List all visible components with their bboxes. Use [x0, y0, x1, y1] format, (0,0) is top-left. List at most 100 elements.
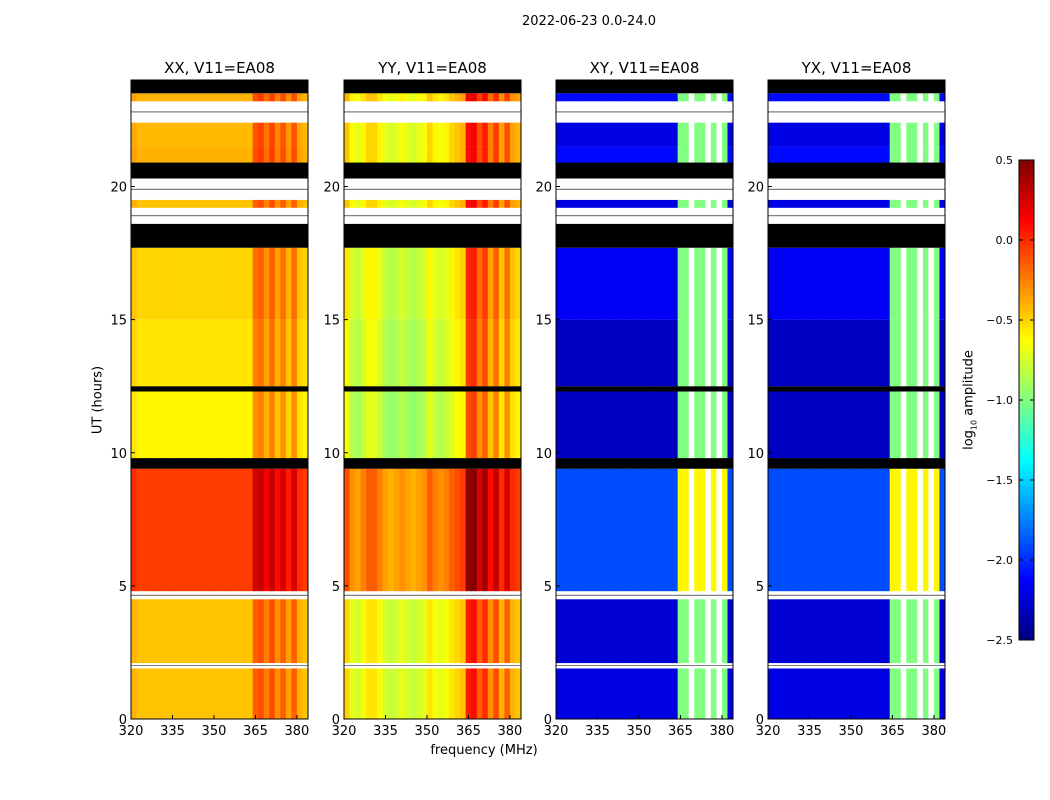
heatmap-cell — [415, 668, 422, 719]
heatmap-cell — [721, 391, 728, 459]
heatmap-cell — [191, 146, 198, 163]
heatmap-cell — [366, 668, 373, 719]
heatmap-cell — [627, 668, 634, 719]
colorbar-cell — [1019, 452, 1034, 457]
heatmap-cell — [482, 122, 489, 147]
heatmap-cell — [153, 93, 160, 102]
heatmap-cell — [142, 599, 148, 664]
heatmap-cell — [650, 391, 656, 459]
heatmap-cell — [906, 146, 913, 163]
heatmap-cell — [768, 247, 774, 320]
heatmap-cell — [721, 199, 728, 208]
heatmap-cell — [817, 122, 824, 147]
heatmap-cell — [683, 122, 690, 147]
heatmap-cell — [633, 93, 640, 102]
heatmap-cell — [806, 247, 813, 320]
heatmap-cell — [801, 93, 808, 102]
heatmap-cell — [164, 599, 171, 664]
colorbar-cell — [1019, 344, 1034, 349]
colorbar-cell — [1019, 420, 1034, 425]
heatmap-cell — [605, 122, 612, 147]
heatmap-cell — [867, 391, 874, 459]
heatmap-cell — [438, 668, 444, 719]
y-tick-label: 10 — [747, 447, 764, 462]
heatmap-cell — [404, 199, 411, 208]
heatmap-cell — [169, 199, 176, 208]
heatmap-cell — [677, 468, 684, 592]
heatmap-cell — [850, 93, 857, 102]
heatmap-cell — [269, 319, 276, 387]
heatmap-cell — [784, 93, 791, 102]
heatmap-cell — [158, 93, 165, 102]
heatmap-cell — [153, 319, 160, 387]
heatmap-cell — [382, 199, 389, 208]
heatmap-cell — [688, 468, 695, 592]
heatmap-cell — [578, 391, 585, 459]
colorbar-cell — [1019, 556, 1034, 561]
heatmap-cell — [583, 599, 590, 664]
heatmap-cell — [561, 199, 568, 208]
heatmap-cell — [784, 247, 791, 320]
heatmap-cell — [666, 599, 673, 664]
heatmap-cell — [644, 391, 651, 459]
heatmap-cell — [633, 599, 640, 664]
heatmap-cell — [917, 391, 924, 459]
heatmap-cell — [252, 319, 259, 387]
heatmap-cell — [515, 391, 522, 459]
heatmap-cell — [191, 122, 198, 147]
heatmap-cell — [415, 93, 422, 102]
heatmap-cell — [911, 146, 918, 163]
heatmap-cell — [900, 199, 907, 208]
heatmap-cell — [213, 468, 220, 592]
heatmap-cell — [131, 122, 137, 147]
heatmap-cell — [269, 122, 276, 147]
heatmap-cell — [449, 247, 456, 320]
heatmap-cell — [169, 93, 176, 102]
heatmap-cell — [589, 391, 596, 459]
heatmap-cell — [509, 122, 516, 147]
flagged-rows — [768, 458, 945, 469]
heatmap-cell — [677, 199, 684, 208]
colorbar-cell — [1019, 436, 1034, 441]
heatmap-cell — [572, 247, 579, 320]
heatmap-cell — [627, 146, 634, 163]
heatmap-cell — [906, 247, 913, 320]
heatmap-cell — [142, 93, 148, 102]
heatmap-cell — [683, 319, 690, 387]
heatmap-cell — [498, 599, 505, 664]
heatmap-cell — [933, 391, 940, 459]
heatmap-cell — [208, 146, 215, 163]
heatmap-cell — [438, 93, 444, 102]
heatmap-cell — [164, 668, 171, 719]
heatmap-cell — [911, 93, 918, 102]
heatmap-cell — [269, 199, 276, 208]
heatmap-cell — [900, 122, 907, 147]
heatmap-cell — [208, 668, 215, 719]
heatmap-cell — [812, 319, 819, 387]
heatmap-cell — [906, 122, 913, 147]
heatmap-cell — [773, 599, 780, 664]
heatmap-cell — [465, 199, 472, 208]
heatmap-cell — [556, 319, 562, 387]
heatmap-cell — [616, 599, 623, 664]
heatmap-cell — [801, 391, 808, 459]
heatmap-cell — [399, 146, 406, 163]
heatmap-cell — [186, 146, 193, 163]
heatmap-cell — [487, 468, 494, 592]
x-tick-label: 335 — [585, 724, 610, 739]
heatmap-cell — [556, 468, 562, 592]
heatmap-cell — [683, 668, 690, 719]
heatmap-cell — [460, 391, 467, 459]
colorbar-tick-label: 0.5 — [996, 154, 1014, 167]
colorbar-cell — [1019, 252, 1034, 257]
colorbar-cell — [1019, 180, 1034, 185]
heatmap-cell — [493, 599, 500, 664]
heatmap-cell — [710, 247, 717, 320]
heatmap-cell — [377, 599, 384, 664]
heatmap-cell — [274, 319, 281, 387]
colorbar-cell — [1019, 560, 1034, 565]
y-tick-label: 10 — [535, 447, 552, 462]
heatmap-cell — [790, 668, 797, 719]
colorbar-cell — [1019, 192, 1034, 197]
heatmap-cell — [611, 93, 618, 102]
